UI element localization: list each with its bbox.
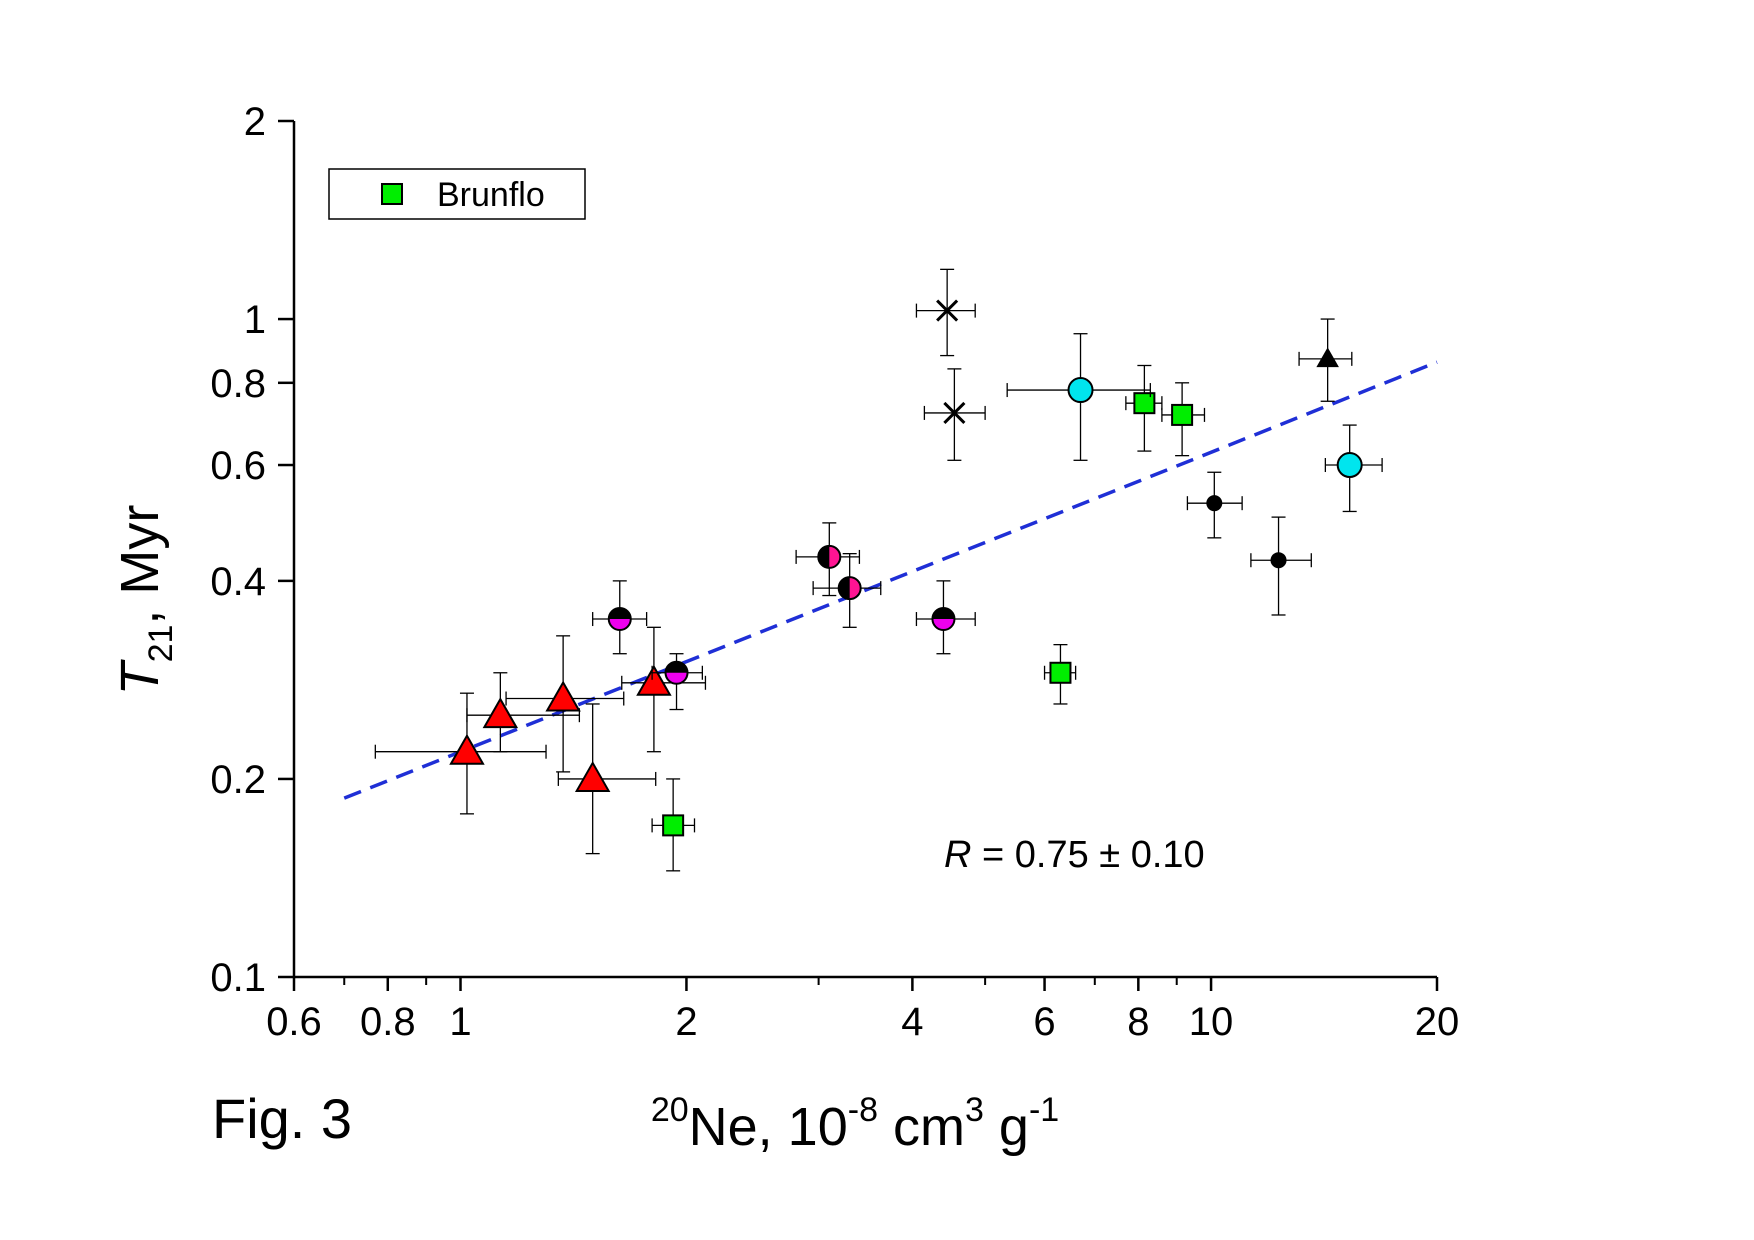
y-tick-label: 0.2 — [210, 758, 266, 802]
y-tick-label: 0.1 — [210, 956, 266, 1000]
black-dot-point — [1206, 495, 1223, 512]
black-half-top — [932, 608, 955, 620]
data-point — [1250, 516, 1312, 616]
axes — [292, 121, 1437, 979]
red-triangle-point — [482, 697, 519, 729]
legend-box — [328, 168, 586, 220]
data-point — [1324, 424, 1383, 513]
y-axis-title-sub: 21 — [142, 625, 180, 663]
x-tick-label: 2 — [675, 1000, 697, 1044]
black-triangle-point — [1316, 347, 1339, 368]
green-square-point — [662, 814, 685, 837]
data-point — [505, 635, 625, 773]
data-point — [651, 778, 696, 872]
x-axis-title-sup2: -8 — [848, 1091, 878, 1129]
black-half-left — [818, 545, 830, 568]
data-point — [592, 580, 648, 655]
y-tick-label: 0.6 — [210, 444, 266, 488]
red-triangle-point — [574, 760, 611, 792]
x-tick-label: 20 — [1415, 1000, 1460, 1044]
y-tick-label: 0.8 — [210, 362, 266, 406]
data-point — [1298, 318, 1353, 402]
data-point — [557, 703, 657, 855]
data-point — [621, 626, 707, 753]
red-triangle-point — [545, 680, 581, 712]
black-half-top — [608, 608, 631, 620]
annotation-var: R — [944, 834, 971, 876]
data-point — [915, 580, 976, 655]
x-tick-label: 10 — [1189, 1000, 1234, 1044]
cyan-circle-point — [1336, 452, 1363, 479]
x-axis-title: 20Ne, 10-8 cm3 g-1 — [651, 1091, 1059, 1157]
y-axis-title-var: T — [110, 658, 170, 695]
cross-stroke — [943, 401, 966, 424]
cross-stroke — [936, 299, 959, 322]
legend-label-brunflo: Brunflo — [437, 176, 545, 214]
data-point — [1043, 643, 1077, 705]
green-square-point — [1049, 661, 1072, 684]
x-tick-label: 4 — [901, 1000, 923, 1044]
x-axis-title-sup1: 20 — [651, 1091, 689, 1129]
data-point — [923, 368, 986, 461]
data-point — [1186, 471, 1243, 539]
data-point — [812, 552, 882, 628]
legend: Brunflo — [328, 168, 586, 220]
red-triangle-point — [449, 733, 485, 765]
y-axis-title: T21, Myr — [110, 505, 180, 696]
regression-fit-line — [343, 360, 1438, 800]
black-half-top — [665, 661, 688, 673]
data-point — [795, 522, 861, 597]
x-tick-label: 1 — [449, 1000, 471, 1044]
y-tick-label: 1 — [244, 298, 266, 342]
x-tick-label: 0.8 — [360, 1000, 416, 1044]
red-triangle-point — [636, 664, 672, 696]
y-axis-ticks: 0.1 0.2 0.4 0.6 0.8 1 2 — [210, 100, 294, 1000]
data-point — [374, 692, 547, 815]
data-points-layer — [374, 268, 1383, 872]
data-point — [915, 268, 976, 357]
x-axis-title-sup3: 3 — [965, 1091, 984, 1129]
black-dot-point — [1270, 552, 1287, 569]
fit-line-layer — [343, 360, 1438, 800]
x-axis-title-main: Ne, 10 — [689, 1097, 848, 1157]
x-axis-title-end: g — [984, 1097, 1029, 1157]
legend-square-marker — [381, 183, 403, 205]
green-square-point — [1133, 392, 1156, 415]
x-axis-ticks: 0.6 0.8 1 2 4 6 8 10 20 — [266, 977, 1459, 1044]
cyan-circle-point — [1067, 377, 1094, 404]
data-point — [1161, 382, 1206, 457]
annotation-value: = 0.75 ± 0.10 — [971, 834, 1204, 876]
x-tick-label: 8 — [1127, 1000, 1149, 1044]
figure-label: Fig. 3 — [212, 1087, 352, 1150]
x-axis-title-sup4: -1 — [1029, 1091, 1059, 1129]
x-tick-label: 6 — [1033, 1000, 1055, 1044]
black-half-left — [838, 577, 850, 600]
data-point — [651, 653, 704, 711]
x-tick-label: 0.6 — [266, 1000, 322, 1044]
data-point — [1006, 333, 1151, 461]
data-point — [1125, 364, 1163, 452]
y-tick-label: 2 — [244, 100, 266, 144]
green-square-point — [1171, 403, 1194, 426]
y-axis-title-rest: , Myr — [110, 505, 170, 625]
x-axis-title-mid: cm — [878, 1097, 965, 1157]
y-tick-label: 0.4 — [210, 560, 266, 604]
correlation-annotation: R = 0.75 ± 0.10 — [944, 834, 1205, 876]
